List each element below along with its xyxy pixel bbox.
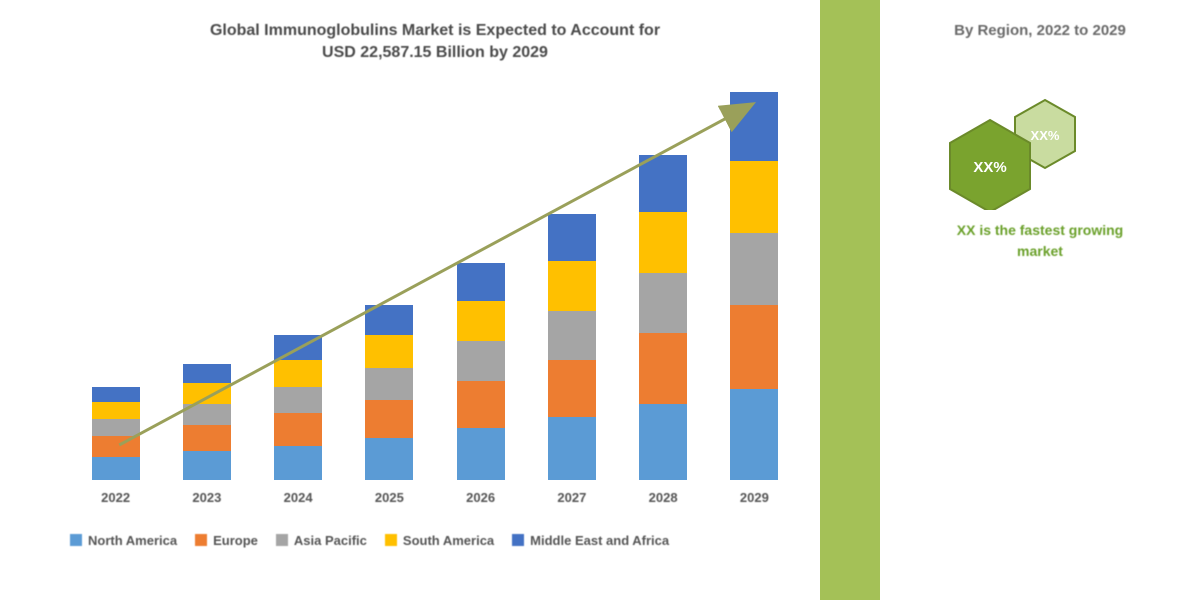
bar-stack — [92, 387, 140, 480]
hex-cluster-icon: XX% XX% — [910, 70, 1110, 215]
right-accent-bar — [820, 0, 880, 600]
x-axis-label: 2026 — [466, 490, 495, 505]
bar-segment — [183, 451, 231, 480]
legend-swatch — [195, 534, 207, 546]
bar-group: 2028 — [628, 155, 698, 505]
chart-area: 2022 2023 2024 2025 2026 2027 2028 2029 — [60, 95, 810, 505]
bar-group: 2029 — [719, 92, 789, 505]
x-axis-label: 2027 — [557, 490, 586, 505]
bar-segment — [457, 381, 505, 429]
bar-segment — [548, 417, 596, 480]
bar-segment — [730, 389, 778, 480]
hex-back-label: XX% — [1031, 128, 1060, 143]
legend-label: Middle East and Africa — [530, 533, 669, 548]
hex-front-label: XX% — [973, 159, 1006, 176]
bar-stack — [639, 155, 687, 480]
x-axis-label: 2022 — [101, 490, 130, 505]
bar-segment — [365, 305, 413, 335]
bar-segment — [457, 301, 505, 341]
bar-segment — [92, 436, 140, 457]
chart-title: Global Immunoglobulins Market is Expecte… — [60, 20, 810, 65]
bar-segment — [92, 419, 140, 436]
bar-stack — [730, 92, 778, 480]
legend-label: North America — [88, 533, 177, 548]
left-panel: Global Immunoglobulins Market is Expecte… — [0, 0, 820, 600]
bar-segment — [730, 305, 778, 389]
bar-stack — [365, 305, 413, 480]
bar-segment — [365, 335, 413, 367]
legend-swatch — [512, 534, 524, 546]
bar-stack — [548, 214, 596, 480]
bar-segment — [730, 233, 778, 305]
bar-segment — [365, 368, 413, 400]
bar-segment — [457, 263, 505, 301]
legend-item: North America — [70, 533, 177, 548]
bar-stack — [183, 364, 231, 480]
bar-segment — [183, 364, 231, 383]
legend-label: South America — [403, 533, 494, 548]
bar-segment — [274, 413, 322, 445]
bar-segment — [548, 311, 596, 360]
bar-stack — [457, 263, 505, 480]
growing-line2: market — [1017, 243, 1063, 259]
bar-segment — [92, 387, 140, 402]
bar-group: 2025 — [354, 305, 424, 505]
bar-segment — [274, 446, 322, 480]
bar-segment — [639, 155, 687, 212]
fastest-growing-label: XX is the fastest growing market — [900, 220, 1180, 262]
chart-title-line2: USD 22,587.15 Billion by 2029 — [322, 44, 548, 61]
right-panel-title: By Region, 2022 to 2029 — [900, 22, 1180, 39]
x-axis-label: 2029 — [740, 490, 769, 505]
bar-segment — [639, 273, 687, 334]
x-axis-label: 2025 — [375, 490, 404, 505]
legend-label: Europe — [213, 533, 258, 548]
bar-group: 2027 — [537, 214, 607, 505]
bar-segment — [639, 333, 687, 403]
bar-group: 2024 — [263, 335, 333, 504]
legend-label: Asia Pacific — [294, 533, 367, 548]
main-wrap: Global Immunoglobulins Market is Expecte… — [0, 0, 1200, 600]
bar-segment — [457, 341, 505, 381]
legend-swatch — [385, 534, 397, 546]
bar-segment — [92, 457, 140, 480]
bar-segment — [92, 402, 140, 419]
legend-item: South America — [385, 533, 494, 548]
legend: North America Europe Asia Pacific South Ame… — [60, 533, 810, 548]
legend-swatch — [70, 534, 82, 546]
bar-stack — [274, 335, 322, 479]
bar-segment — [548, 261, 596, 310]
bar-segment — [365, 400, 413, 438]
x-axis-label: 2023 — [192, 490, 221, 505]
bar-segment — [183, 425, 231, 452]
bar-group: 2023 — [172, 364, 242, 505]
x-axis-label: 2028 — [649, 490, 678, 505]
bar-segment — [548, 360, 596, 417]
legend-swatch — [276, 534, 288, 546]
bar-segment — [639, 404, 687, 480]
bar-segment — [183, 404, 231, 425]
bar-segment — [274, 335, 322, 360]
bar-segment — [730, 92, 778, 160]
bar-segment — [639, 212, 687, 273]
legend-item: Europe — [195, 533, 258, 548]
bar-group: 2026 — [446, 263, 516, 505]
chart-title-line1: Global Immunoglobulins Market is Expecte… — [210, 22, 660, 39]
x-axis-label: 2024 — [284, 490, 313, 505]
bar-segment — [548, 214, 596, 262]
legend-item: Middle East and Africa — [512, 533, 669, 548]
bar-segment — [274, 360, 322, 387]
bar-segment — [730, 161, 778, 233]
right-panel: By Region, 2022 to 2029 XX% XX% XX is th… — [820, 0, 1200, 600]
legend-item: Asia Pacific — [276, 533, 367, 548]
bar-segment — [183, 383, 231, 404]
bar-segment — [457, 428, 505, 479]
bar-segment — [365, 438, 413, 480]
bar-group: 2022 — [81, 387, 151, 505]
growing-line1: XX is the fastest growing — [957, 222, 1123, 238]
bar-segment — [274, 387, 322, 414]
